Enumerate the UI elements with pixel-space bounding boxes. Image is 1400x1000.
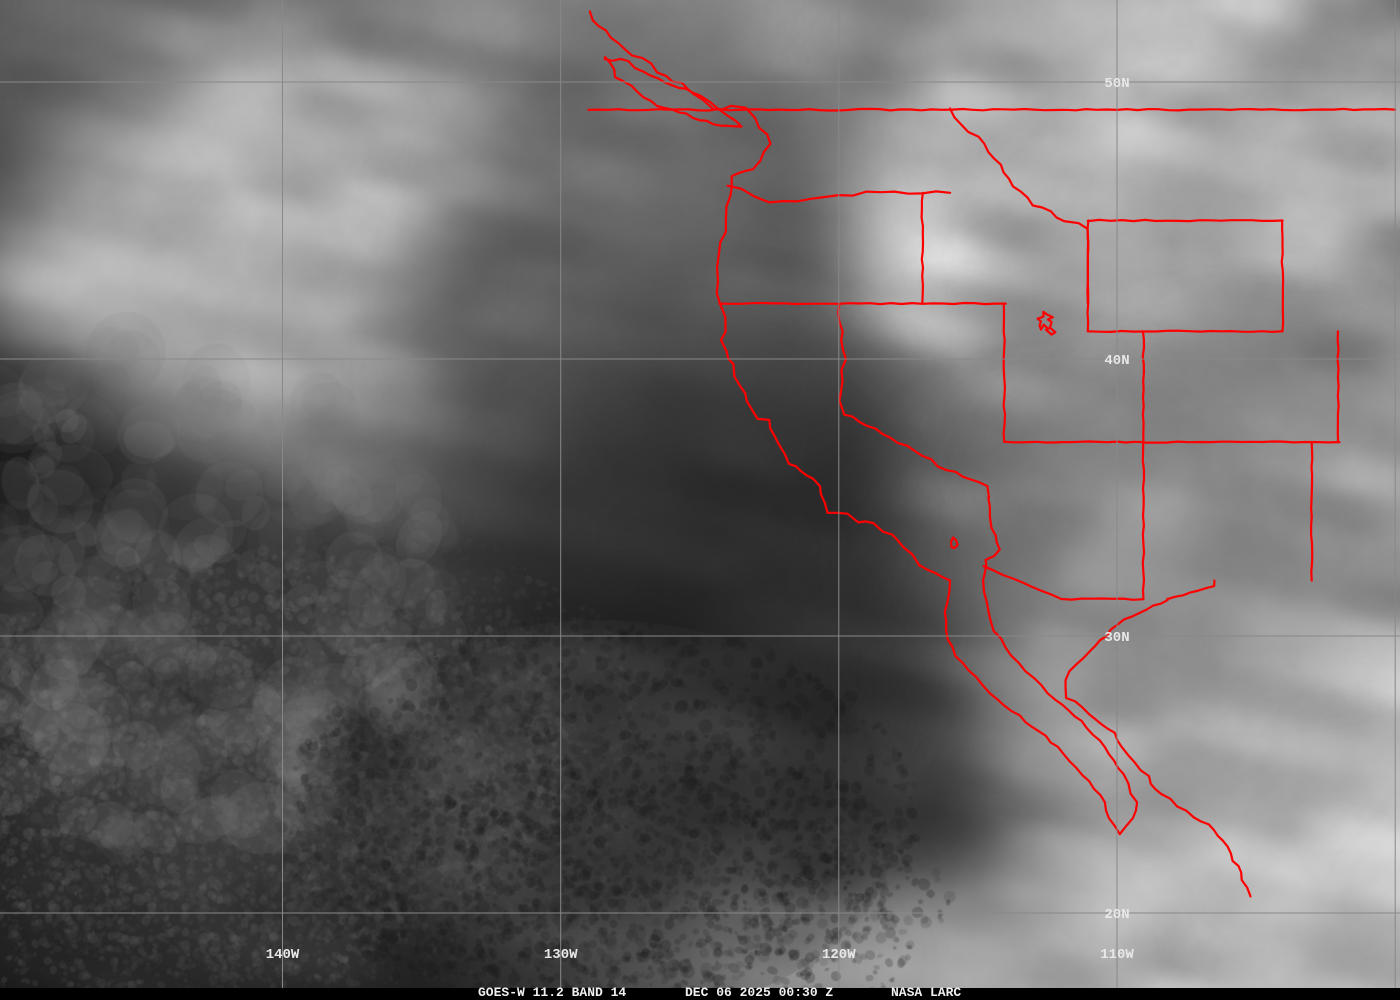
svg-text:130W: 130W [544, 947, 578, 963]
svg-text:30N: 30N [1104, 630, 1129, 646]
svg-text:40N: 40N [1104, 353, 1129, 369]
svg-text:140W: 140W [266, 947, 300, 963]
svg-text:110W: 110W [1100, 947, 1134, 963]
svg-text:20N: 20N [1104, 907, 1129, 923]
svg-text:120W: 120W [822, 947, 856, 963]
svg-text:50N: 50N [1104, 76, 1129, 92]
